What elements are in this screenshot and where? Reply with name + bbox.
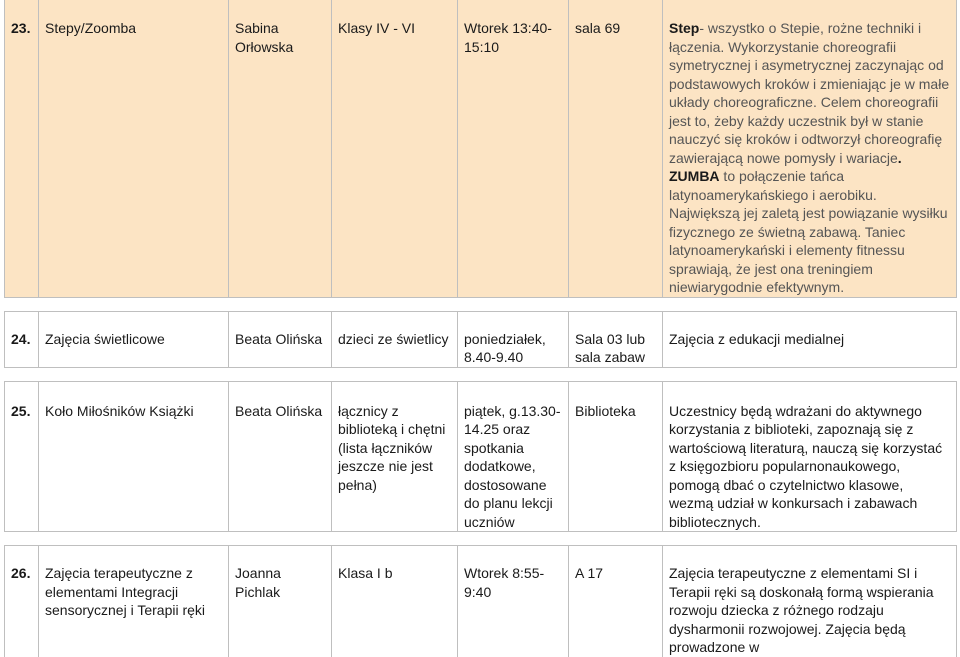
teacher-name: Beata Olińska	[228, 381, 332, 532]
activities-table: 23. Stepy/Zoomba Sabina Orłowska Klasy I…	[4, 0, 957, 657]
schedule-time: poniedziałek, 8.40-9.40	[457, 311, 569, 367]
activity-name: Zajęcia świetlicowe	[38, 311, 229, 367]
row-number: 24.	[4, 311, 39, 367]
teacher-name: Beata Olińska	[228, 311, 332, 367]
participant-group: Klasy IV - VI	[331, 0, 458, 297]
schedule-time: Wtorek 8:55- 9:40	[457, 545, 569, 657]
participant-group: dzieci ze świetlicy	[331, 311, 458, 367]
activity-name: Stepy/Zoomba	[38, 0, 229, 297]
activity-name: Zajęcia terapeutyczne z elementami Integ…	[38, 545, 229, 657]
description-bold-zumba: ZUMBA	[669, 168, 720, 184]
participant-group: Klasa I b	[331, 545, 458, 657]
room: Sala 03 lub sala zabaw	[568, 311, 663, 367]
schedule-time: piątek, g.13.30-14.25 oraz spotkania dod…	[457, 381, 569, 532]
activity-description: Uczestnicy będą wdrażani do aktywnego ko…	[662, 381, 957, 532]
table-row: 23. Stepy/Zoomba Sabina Orłowska Klasy I…	[4, 0, 957, 297]
activity-name: Koło Miłośników Książki	[38, 381, 229, 532]
description-text-zumba: to połączenie tańca latynoamerykańskiego…	[669, 168, 948, 295]
teacher-name: Sabina Orłowska	[228, 0, 332, 297]
activity-description: Step- wszystko o Stepie, rożne techniki …	[662, 0, 957, 297]
activity-description: Zajęcia z edukacji medialnej	[662, 311, 957, 367]
teacher-name: Joanna Pichlak	[228, 545, 332, 657]
activity-description: Zajęcia terapeutyczne z elementami SI i …	[662, 545, 957, 657]
room: Biblioteka	[568, 381, 663, 532]
participant-group: łącznicy z biblioteką i chętni (lista łą…	[331, 381, 458, 532]
room: sala 69	[568, 0, 663, 297]
row-number: 26.	[4, 545, 39, 657]
table-row: 24. Zajęcia świetlicowe Beata Olińska dz…	[4, 311, 957, 367]
table-row: 25. Koło Miłośników Książki Beata Olińsk…	[4, 381, 957, 532]
description-bold-dot: .	[897, 149, 902, 166]
schedule-time: Wtorek 13:40-15:10	[457, 0, 569, 297]
row-number: 25.	[4, 381, 39, 532]
description-bold-step: Step	[669, 20, 700, 36]
room: A 17	[568, 545, 663, 657]
table-row: 26. Zajęcia terapeutyczne z elementami I…	[4, 545, 957, 657]
description-text-step: - wszystko o Stepie, rożne techniki i łą…	[669, 20, 950, 166]
row-number: 23.	[4, 0, 39, 297]
